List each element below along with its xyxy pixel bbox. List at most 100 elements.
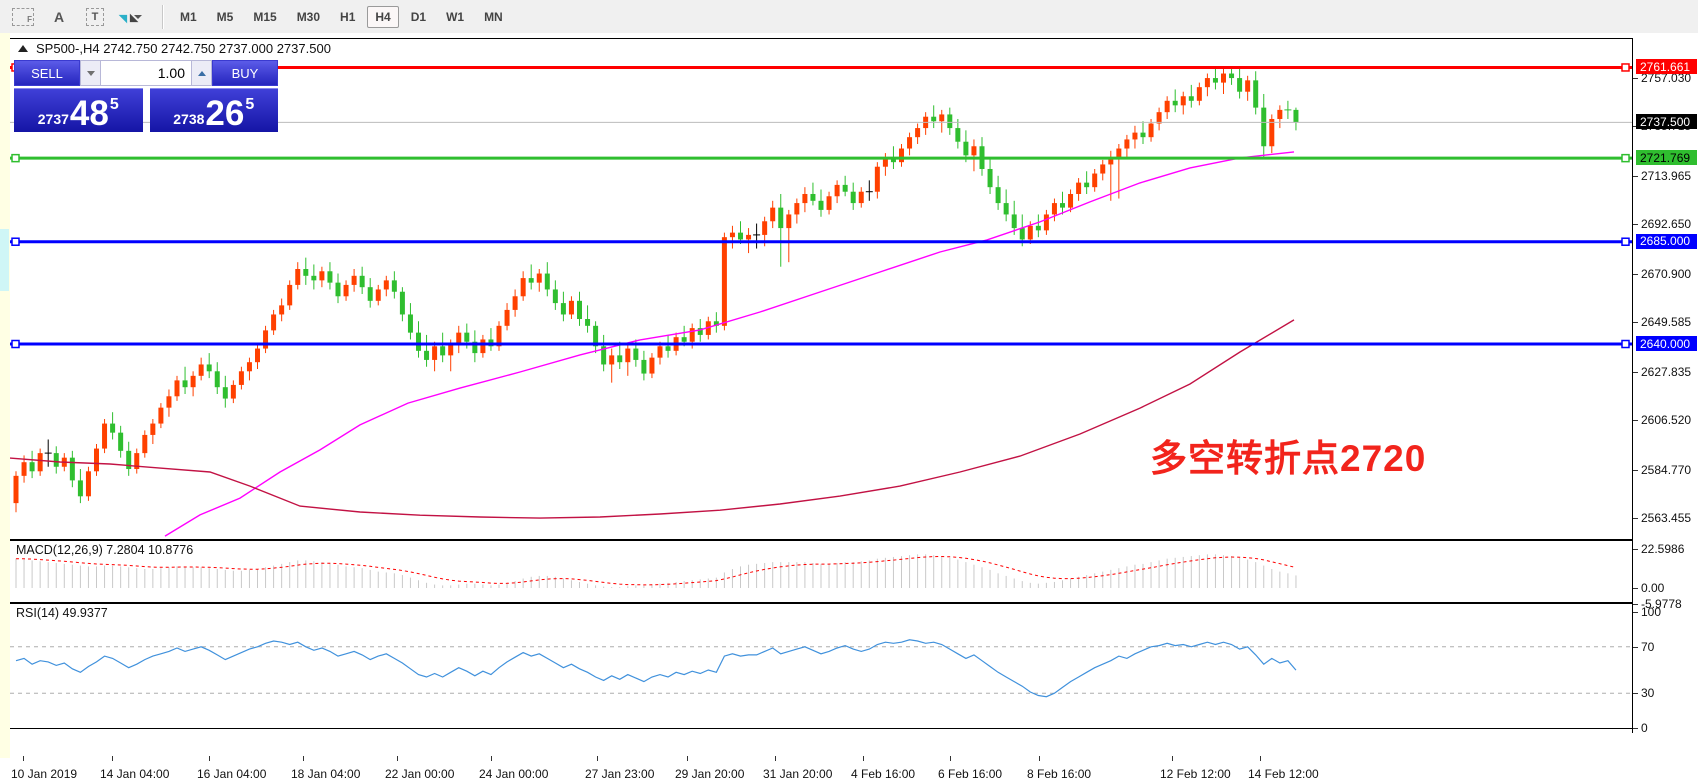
text-box-glyph: T [86, 7, 104, 26]
price-chart-canvas[interactable] [10, 38, 1632, 540]
candle-body [544, 273, 550, 290]
candle-body [1261, 107, 1267, 147]
candle-body [931, 116, 937, 122]
timeframe-button-h4[interactable]: H4 [367, 5, 399, 28]
date-label: 10 Jan 2019 [11, 767, 78, 781]
candle-body [335, 282, 341, 297]
candle-body [37, 453, 43, 472]
chevron-down-icon[interactable] [134, 14, 142, 19]
candle-body [721, 237, 727, 326]
candle-body [287, 284, 293, 306]
line-handle[interactable] [1621, 153, 1630, 163]
candle-body [416, 332, 421, 351]
text-box-icon[interactable]: T [84, 7, 106, 27]
macd-signal-line [15, 555, 1297, 586]
candle-body [802, 193, 808, 204]
candle-body [230, 384, 236, 399]
candle-body [1116, 148, 1122, 158]
line-handle[interactable] [1621, 339, 1630, 349]
candle-body [1132, 132, 1138, 140]
volume-input[interactable] [101, 61, 191, 85]
axis-tick-mark [1633, 273, 1638, 275]
date-label: 4 Feb 16:00 [851, 767, 916, 781]
text-label-icon[interactable]: A [53, 8, 65, 25]
rsi-axis-tick: 30 [1641, 686, 1655, 701]
sell-price-display[interactable]: 2737 48 5 [14, 88, 143, 132]
chart-window[interactable]: SP500-,H4 2742.750 2742.750 2737.000 273… [10, 33, 1698, 781]
axis-tick-mark [1633, 612, 1638, 613]
line-handle[interactable] [1621, 237, 1630, 246]
date-tick-mark [597, 756, 598, 761]
candle-body [166, 396, 172, 408]
candle-body [641, 359, 647, 374]
indicator-grid-icon[interactable]: F [12, 7, 34, 27]
buy-button[interactable]: BUY [212, 60, 278, 86]
rsi-axis-tick: 70 [1641, 639, 1655, 654]
candle-body [1019, 228, 1025, 240]
line-handle[interactable] [1621, 63, 1630, 72]
date-tick-mark [950, 756, 951, 761]
candle-body [987, 168, 993, 188]
buy-price-display[interactable]: 2738 26 5 [149, 88, 278, 132]
price-tick: 2563.455 [1641, 510, 1692, 525]
candle-body [963, 141, 969, 156]
candle-body [464, 332, 470, 342]
date-tick-mark [303, 756, 304, 761]
timeframe-button-m30[interactable]: M30 [289, 6, 328, 28]
candle-body [182, 380, 188, 388]
candle-body [1011, 214, 1017, 229]
timeframe-button-m5[interactable]: M5 [209, 6, 242, 28]
candle-body [593, 325, 599, 347]
candle-body [1051, 203, 1057, 215]
candle-body [134, 453, 140, 470]
volume-field-wrap [101, 60, 191, 86]
candle-body [770, 207, 776, 222]
timeframe-button-h1[interactable]: H1 [332, 6, 363, 28]
candle-body [834, 184, 840, 197]
candle-body [1035, 225, 1041, 231]
toolbar-separator [162, 4, 164, 29]
spinner-down-icon [86, 70, 95, 76]
level-price-badge: 2640.000 [1636, 336, 1697, 351]
volume-increase-button[interactable] [191, 60, 212, 86]
date-tick-mark [775, 756, 776, 761]
rsi-pane-canvas[interactable] [10, 603, 1632, 728]
price-axis-border [1632, 38, 1633, 733]
candle-body [1204, 78, 1210, 88]
macd-top-border [10, 539, 1633, 541]
candle-body [665, 346, 671, 351]
axis-tick-mark [1633, 604, 1638, 606]
candle-body [520, 278, 526, 297]
candle-body [1196, 87, 1202, 101]
collapse-triangle-icon[interactable] [18, 45, 28, 52]
macd-pane-canvas[interactable] [10, 540, 1632, 603]
rsi-line [15, 639, 1297, 698]
sell-button[interactable]: SELL [14, 60, 80, 86]
candle-body [536, 273, 542, 283]
line-handle[interactable] [11, 153, 20, 163]
candle-body [826, 196, 832, 210]
candle-body [689, 328, 695, 342]
axis-tick-mark [1633, 371, 1638, 373]
candle-body [947, 114, 953, 129]
timeframe-button-m1[interactable]: M1 [172, 6, 205, 28]
candle-body [907, 137, 913, 149]
volume-decrease-button[interactable] [80, 60, 101, 86]
trade-panel-prices: 2737 48 5 2738 26 5 [14, 88, 278, 132]
candle-body [681, 337, 687, 342]
timeframe-button-m15[interactable]: M15 [245, 6, 284, 28]
timeframe-button-mn[interactable]: MN [476, 6, 511, 28]
chinese-annotation-text[interactable]: 多空转折点2720 [1150, 438, 1427, 479]
timeframe-button-w1[interactable]: W1 [438, 6, 472, 28]
sell-price-big: 48 [69, 94, 109, 134]
candle-body [1229, 73, 1235, 79]
arrow-objects-icon[interactable] [118, 7, 142, 27]
line-handle[interactable] [11, 339, 20, 349]
price-tick: 2670.900 [1641, 266, 1692, 281]
candle-body [882, 157, 888, 167]
line-handle[interactable] [11, 237, 20, 246]
axis-tick-mark [1633, 728, 1638, 729]
timeframe-button-d1[interactable]: D1 [403, 6, 434, 28]
candle-body [1003, 203, 1009, 215]
current-price-badge: 2737.500 [1636, 114, 1697, 130]
